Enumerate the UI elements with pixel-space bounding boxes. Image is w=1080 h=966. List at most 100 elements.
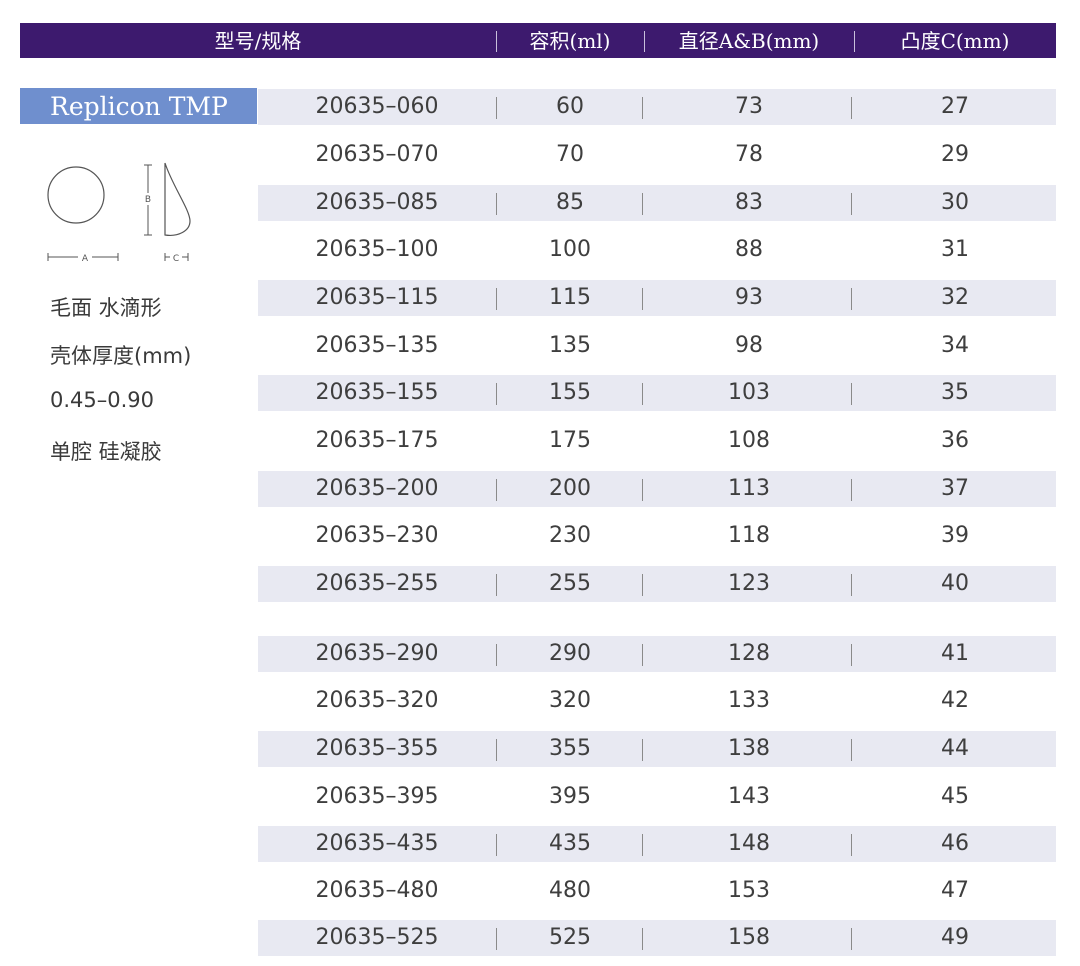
header-projection: 凸度C(mm): [900, 29, 1010, 53]
cell-projection: 45: [941, 784, 969, 809]
cell-diameter: 108: [728, 428, 770, 453]
cell-volume: 230: [549, 523, 591, 548]
cell-volume: 320: [549, 688, 591, 713]
table-row: 20635–100 100 88 31: [258, 232, 1056, 268]
dimension-label-a: A: [82, 254, 89, 264]
cell-volume: 155: [549, 380, 591, 405]
cell-model: 20635–255: [315, 571, 439, 596]
cell-projection: 42: [941, 688, 969, 713]
cell-model: 20635–155: [315, 380, 439, 405]
table-row: 20635–320 320 133 42: [258, 683, 1056, 719]
cell-model: 20635–355: [315, 736, 439, 761]
table-row: 20635–155 155 103 35: [258, 375, 1056, 411]
product-detail-surface: 毛面 水滴形: [50, 296, 162, 320]
table-row: 20635–290 290 128 41: [258, 636, 1056, 672]
table-row: 20635–355 355 138 44: [258, 731, 1056, 767]
cell-volume: 525: [549, 925, 591, 950]
cell-volume: 115: [549, 285, 591, 310]
cell-diameter: 123: [728, 571, 770, 596]
cell-model: 20635–175: [315, 428, 439, 453]
cell-diameter: 138: [728, 736, 770, 761]
table-row: 20635–230 230 118 39: [258, 518, 1056, 554]
cell-volume: 175: [549, 428, 591, 453]
cell-volume: 100: [549, 237, 591, 262]
table-row: 20635–060 60 73 27: [258, 89, 1056, 125]
cell-model: 20635–395: [315, 784, 439, 809]
cell-projection: 34: [941, 333, 969, 358]
product-detail-shell-range: 0.45–0.90: [50, 388, 155, 412]
cell-diameter: 118: [728, 523, 770, 548]
cell-diameter: 83: [735, 190, 763, 215]
cell-volume: 355: [549, 736, 591, 761]
cell-volume: 480: [549, 878, 591, 903]
cell-diameter: 78: [735, 142, 763, 167]
table-row: 20635–525 525 158 49: [258, 920, 1056, 956]
cell-volume: 70: [556, 142, 584, 167]
cell-volume: 395: [549, 784, 591, 809]
cell-projection: 37: [941, 476, 969, 501]
header-volume: 容积(ml): [529, 29, 611, 53]
dimension-label-c: C: [173, 254, 179, 264]
cell-model: 20635–480: [315, 878, 439, 903]
cell-projection: 41: [941, 641, 969, 666]
table-row: 20635–200 200 113 37: [258, 471, 1056, 507]
table-row: 20635–115 115 93 32: [258, 280, 1056, 316]
cell-volume: 135: [549, 333, 591, 358]
table-row: 20635–175 175 108 36: [258, 423, 1056, 459]
product-detail-fill: 单腔 硅凝胶: [50, 440, 162, 464]
dimension-label-b: B: [145, 195, 151, 205]
table-row: 20635–395 395 143 45: [258, 779, 1056, 815]
table-row: 20635–085 85 83 30: [258, 185, 1056, 221]
cell-projection: 49: [941, 925, 969, 950]
cell-projection: 27: [941, 94, 969, 119]
cell-projection: 35: [941, 380, 969, 405]
cell-projection: 29: [941, 142, 969, 167]
header-model: 型号/规格: [214, 29, 302, 53]
cell-diameter: 88: [735, 237, 763, 262]
table-row: 20635–070 70 78 29: [258, 137, 1056, 173]
header-divider: [496, 31, 497, 52]
cell-diameter: 113: [728, 476, 770, 501]
cell-diameter: 153: [728, 878, 770, 903]
cell-model: 20635–290: [315, 641, 439, 666]
cell-projection: 44: [941, 736, 969, 761]
cell-model: 20635–060: [315, 94, 439, 119]
cell-model: 20635–115: [315, 285, 439, 310]
cell-diameter: 98: [735, 333, 763, 358]
cell-volume: 60: [556, 94, 584, 119]
cell-projection: 36: [941, 428, 969, 453]
cell-volume: 255: [549, 571, 591, 596]
cell-diameter: 93: [735, 285, 763, 310]
cell-projection: 47: [941, 878, 969, 903]
cell-model: 20635–070: [315, 142, 439, 167]
header-divider: [644, 31, 645, 52]
cell-volume: 435: [549, 831, 591, 856]
cell-model: 20635–135: [315, 333, 439, 358]
cell-diameter: 148: [728, 831, 770, 856]
cell-projection: 40: [941, 571, 969, 596]
cell-model: 20635–230: [315, 523, 439, 548]
cell-diameter: 103: [728, 380, 770, 405]
cell-diameter: 133: [728, 688, 770, 713]
cell-model: 20635–100: [315, 237, 439, 262]
header-divider: [854, 31, 855, 52]
cell-projection: 46: [941, 831, 969, 856]
cell-model: 20635–085: [315, 190, 439, 215]
table-header: 型号/规格 容积(ml) 直径A&B(mm) 凸度C(mm): [20, 23, 1056, 58]
header-diameter: 直径A&B(mm): [678, 29, 820, 53]
cell-diameter: 158: [728, 925, 770, 950]
cell-volume: 290: [549, 641, 591, 666]
cell-model: 20635–200: [315, 476, 439, 501]
cell-diameter: 73: [735, 94, 763, 119]
table-row: 20635–135 135 98 34: [258, 328, 1056, 364]
cell-diameter: 143: [728, 784, 770, 809]
cell-projection: 32: [941, 285, 969, 310]
cell-projection: 39: [941, 523, 969, 548]
cell-projection: 30: [941, 190, 969, 215]
product-name-badge: Replicon TMP: [20, 88, 257, 124]
table-row: 20635–255 255 123 40: [258, 566, 1056, 602]
cell-model: 20635–435: [315, 831, 439, 856]
table-row: 20635–435 435 148 46: [258, 826, 1056, 862]
table-row: 20635–480 480 153 47: [258, 873, 1056, 909]
implant-shape-diagram: A B C: [47, 162, 191, 264]
